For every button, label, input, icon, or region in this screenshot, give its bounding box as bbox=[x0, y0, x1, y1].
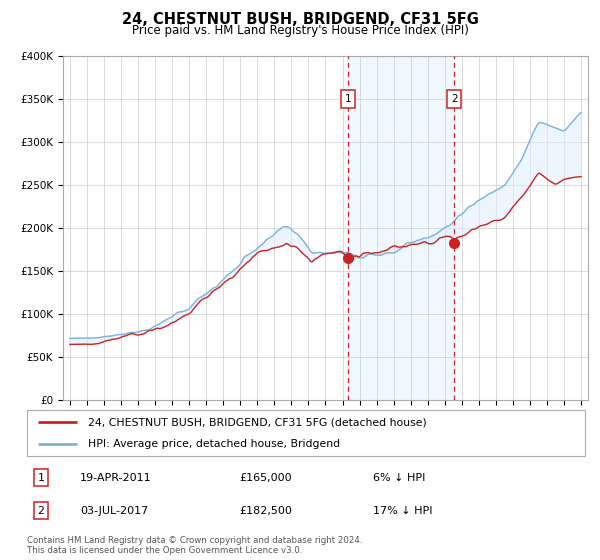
Text: 2: 2 bbox=[451, 94, 458, 104]
Text: 17% ↓ HPI: 17% ↓ HPI bbox=[373, 506, 433, 516]
Bar bbox=[347, 56, 454, 400]
Text: 1: 1 bbox=[38, 473, 44, 483]
Text: £165,000: £165,000 bbox=[239, 473, 292, 483]
Text: 6% ↓ HPI: 6% ↓ HPI bbox=[373, 473, 425, 483]
Text: 24, CHESTNUT BUSH, BRIDGEND, CF31 5FG: 24, CHESTNUT BUSH, BRIDGEND, CF31 5FG bbox=[122, 12, 478, 27]
Text: 19-APR-2011: 19-APR-2011 bbox=[80, 473, 152, 483]
Text: Contains HM Land Registry data © Crown copyright and database right 2024.
This d: Contains HM Land Registry data © Crown c… bbox=[27, 536, 362, 556]
Text: 2: 2 bbox=[38, 506, 44, 516]
Text: 03-JUL-2017: 03-JUL-2017 bbox=[80, 506, 148, 516]
Text: HPI: Average price, detached house, Bridgend: HPI: Average price, detached house, Brid… bbox=[88, 438, 341, 449]
Text: Price paid vs. HM Land Registry's House Price Index (HPI): Price paid vs. HM Land Registry's House … bbox=[131, 24, 469, 37]
Text: 24, CHESTNUT BUSH, BRIDGEND, CF31 5FG (detached house): 24, CHESTNUT BUSH, BRIDGEND, CF31 5FG (d… bbox=[88, 417, 427, 427]
Text: 1: 1 bbox=[344, 94, 351, 104]
Text: £182,500: £182,500 bbox=[239, 506, 292, 516]
